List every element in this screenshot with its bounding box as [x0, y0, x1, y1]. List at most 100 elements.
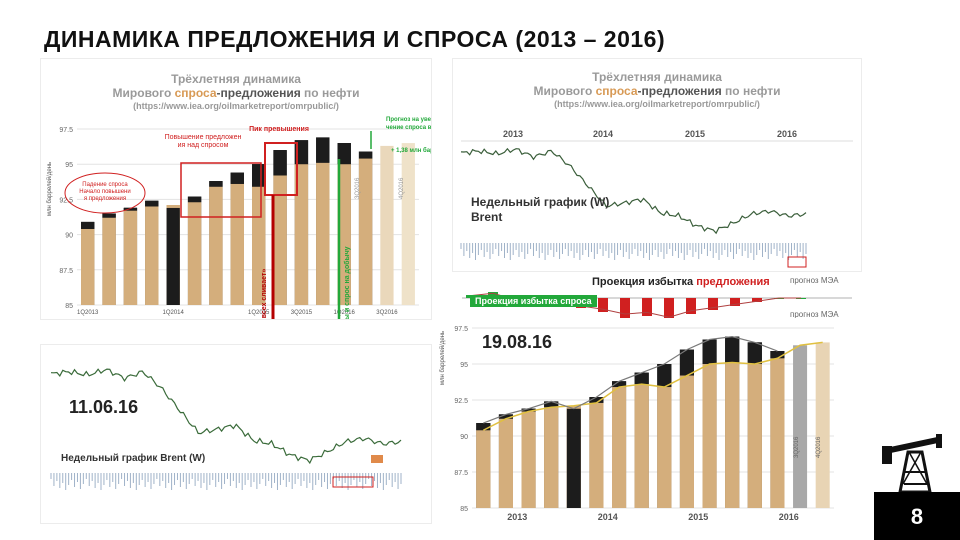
forecast-bar [380, 145, 394, 305]
bar-overdemand [566, 405, 581, 409]
bar-demand-part [145, 206, 159, 305]
bar-demand-part [316, 162, 330, 305]
year-label: 2015 [688, 512, 708, 522]
y-tick-label: 97.5 [454, 326, 468, 333]
bar-oversupply [589, 397, 604, 403]
x-tick-label: 1Q2013 [77, 310, 99, 316]
projection-bar [598, 298, 608, 312]
bar-demand-part [747, 364, 762, 508]
peak-box [264, 142, 298, 196]
y-tick-label: 92.5 [59, 197, 73, 204]
bar-oversupply [316, 137, 330, 163]
left-top-heading: Трёхлетняя динамика Мирового спроса-пред… [41, 72, 431, 111]
y-tick-label: 97.5 [59, 127, 73, 134]
oil-pump-icon [882, 434, 943, 492]
chart-label-line2: Brent [471, 210, 503, 224]
bar-demand-part [294, 164, 309, 305]
ann-forecast-2: чение спроса в 3кв. [386, 125, 432, 131]
y-tick-label: 85 [65, 303, 73, 310]
bar-demand-part [187, 202, 202, 305]
right-top-heading: Трёхлетняя динамика Мирового спроса-пред… [453, 70, 861, 109]
bar-oversupply [725, 336, 740, 363]
ann-demand-fall: Падение спроса [82, 182, 128, 188]
heading-demand: спроса [174, 85, 217, 100]
x-tick-label: 3Q2015 [291, 310, 313, 316]
bar-demand-part [476, 430, 491, 508]
heading-url: (https://www.iea.org/oilmarketreport/omr… [554, 98, 760, 109]
bar-oversupply [294, 140, 309, 165]
heading-line1: Трёхлетняя динамика [592, 70, 722, 84]
right-top-panel: Трёхлетняя динамика Мирового спроса-пред… [452, 58, 862, 272]
year-label: 2014 [598, 512, 618, 522]
year-label: 2013 [507, 512, 527, 522]
price-line [50, 368, 402, 465]
left-bar-chart: 85 87.5 90 92.5 95 97.5 1Q2013 1Q2014 1Q2015 3Q20… [46, 117, 432, 319]
bar-demand-part [337, 164, 351, 305]
right-price-chart: 2013 2014 2015 2016 [460, 129, 853, 268]
projection-bar [620, 298, 630, 318]
bar-demand-part [273, 175, 287, 305]
bar-demand-part [702, 364, 717, 508]
bar-oversupply [252, 164, 266, 187]
bar-demand-part [358, 158, 373, 305]
bar-demand-part [230, 183, 244, 305]
ann-delta: + 1,38 млн барр/день [391, 147, 432, 154]
bar-oversupply [544, 401, 559, 408]
bar-oversupply [521, 408, 536, 412]
demand-fall-ellipse [64, 172, 146, 214]
heading-pre: Мирового [533, 83, 596, 98]
page-number-box: 8 [874, 492, 960, 540]
proj-demand-label: Проекция избытка спроса [470, 295, 597, 307]
year-label: 2014 [593, 129, 613, 139]
bar-oversupply [102, 213, 116, 218]
y-tick-label: 87.5 [454, 470, 468, 477]
bar-oversupply [634, 372, 649, 385]
y-tick-label: 85 [460, 506, 468, 513]
bar-oversupply [612, 381, 627, 388]
price-marker [371, 455, 383, 463]
price-line [460, 147, 807, 235]
bar-demand-part [209, 186, 223, 305]
left-price-chart [50, 368, 402, 490]
bar-oversupply [145, 200, 159, 207]
heading-line1: Трёхлетняя динамика [171, 72, 301, 86]
bar-oversupply [81, 221, 95, 229]
bar-oversupply [123, 207, 138, 211]
forecast-bar [401, 143, 415, 305]
y-tick-label: 90 [460, 434, 468, 441]
bar-oversupply [273, 150, 287, 176]
projection-bar [752, 298, 762, 302]
right-mid-panel: Проекция избытка спроса Проекция избытка… [452, 272, 862, 324]
x-tick-label: 1Q2014 [163, 310, 185, 316]
x-tick-label: 1Q2016 [334, 310, 356, 316]
bar-demand-part [725, 362, 740, 508]
bar-demand-part [679, 375, 694, 508]
y-axis-label: млн баррелей/день [439, 331, 446, 385]
year-label: 2013 [503, 129, 523, 139]
bar-oversupply [358, 151, 373, 159]
projection-bar [664, 298, 674, 322]
q-label-4: 4Q2016 [399, 177, 405, 199]
ann-peak: Пик превышения [249, 126, 309, 133]
heading-dash: - [637, 83, 642, 98]
bar-oversupply [187, 196, 202, 203]
heading-post: по нефти [300, 85, 360, 100]
right-chart-label: Недельный график (W) Brent [471, 195, 609, 225]
x-tick-label: 3Q2016 [376, 310, 398, 316]
bar-oversupply [657, 364, 672, 388]
year-label: 2016 [779, 512, 799, 522]
bar-demand-part [657, 387, 672, 508]
bar-demand-part [544, 407, 559, 508]
right-bottom-panel: 85 87.5 90 92.5 95 97.5 млн баррелей/день 2013 2… [436, 318, 846, 528]
q-label-3: 3Q2016 [355, 177, 361, 199]
bar-demand-part [589, 402, 604, 508]
bar-oversupply [702, 339, 717, 364]
bar-oversupply [679, 349, 694, 376]
supply-trend [483, 336, 778, 424]
proj-supply-word: предложения [696, 276, 770, 288]
forecast-bar [793, 345, 808, 508]
oversupply-box [180, 162, 262, 218]
heading-demand: спроса [595, 83, 638, 98]
support-box [332, 476, 374, 488]
slide-title: ДИНАМИКА ПРЕДЛОЖЕНИЯ И СПРОСА (2013 – 20… [44, 26, 666, 52]
